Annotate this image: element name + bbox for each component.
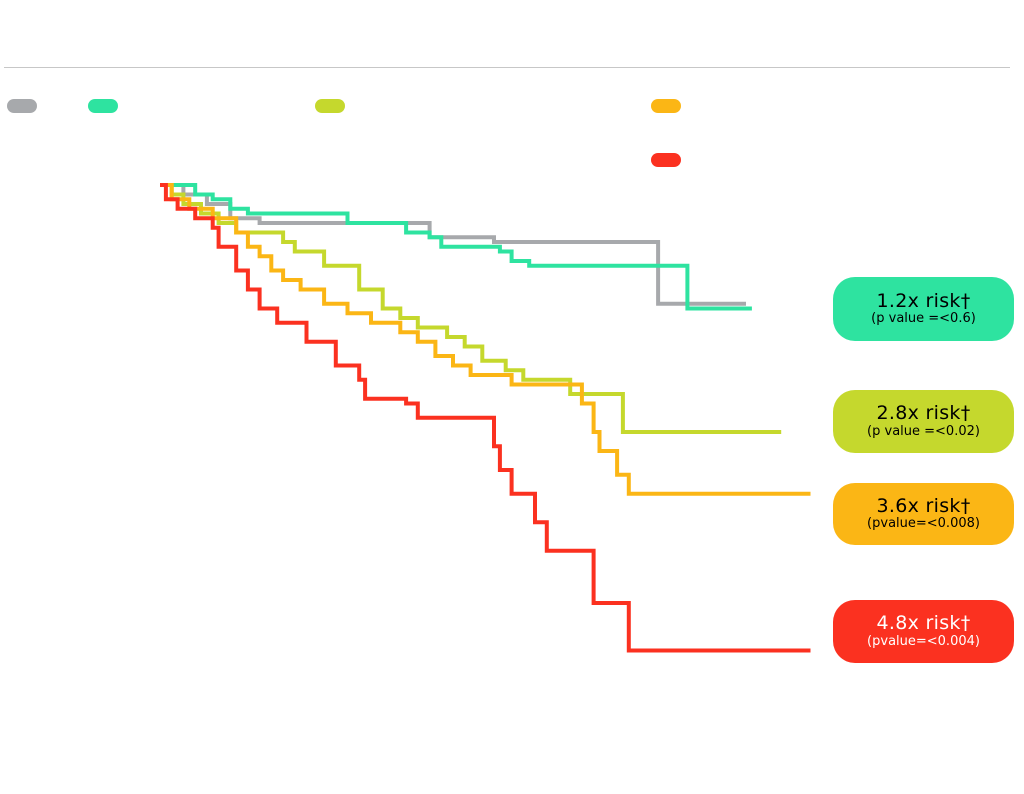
risk-badge-green: 1.2x risk† (p value =<0.6)	[833, 277, 1014, 341]
risk-badge-red: 4.8x risk† (pvalue=<0.004)	[833, 600, 1014, 663]
legend-swatch-orange	[651, 99, 681, 113]
series-line-green	[160, 183, 752, 311]
risk-value: 1.2x risk†	[876, 289, 971, 312]
legend-swatch-gray	[7, 99, 37, 113]
series-line-lime	[160, 183, 782, 434]
series-line-red	[160, 183, 811, 653]
risk-value: 3.6x risk†	[876, 494, 971, 517]
top-divider	[4, 67, 1010, 68]
risk-value: 4.8x risk†	[876, 612, 971, 635]
risk-badge-lime: 2.8x risk† (p value =<0.02)	[833, 390, 1014, 453]
p-value: (p value =<0.02)	[867, 423, 980, 439]
p-value: (pvalue=<0.008)	[867, 516, 980, 532]
legend-swatch-red	[651, 153, 681, 167]
risk-value: 2.8x risk†	[876, 402, 971, 425]
series-line-orange	[160, 183, 811, 496]
p-value: (p value =<0.6)	[871, 311, 976, 327]
legend-swatch-lime	[315, 99, 345, 113]
p-value: (pvalue=<0.004)	[867, 633, 980, 649]
risk-badge-orange: 3.6x risk† (pvalue=<0.008)	[833, 483, 1014, 545]
legend-swatch-green	[88, 99, 118, 113]
